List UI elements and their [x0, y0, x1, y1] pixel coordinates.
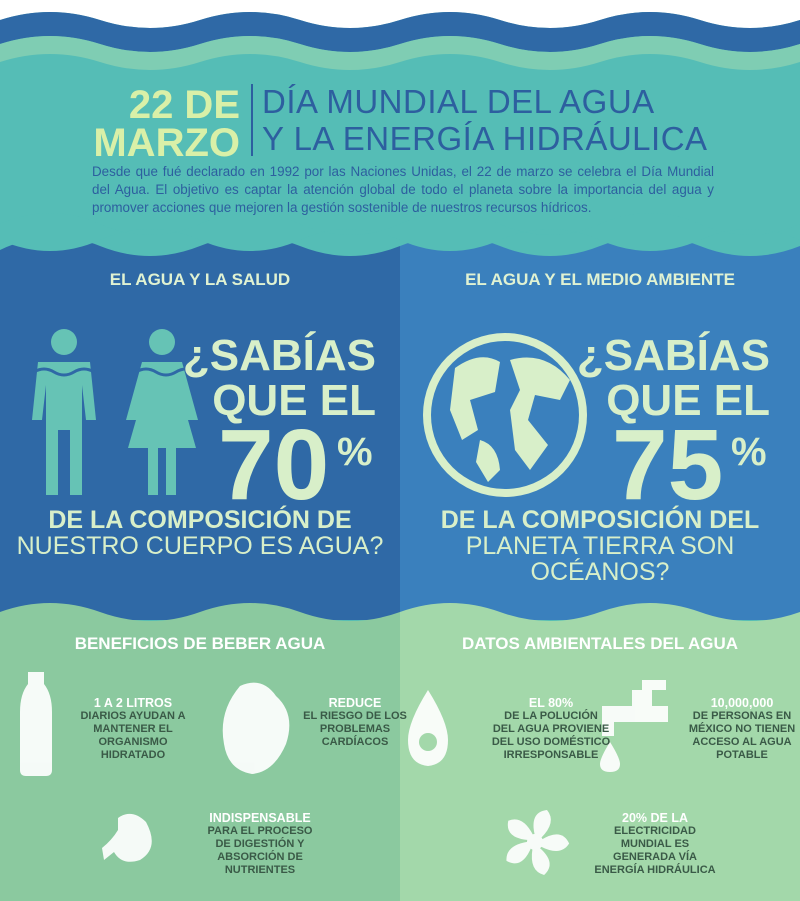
fact-highlight: 20% DE LA	[622, 811, 688, 825]
fact-line: MÉXICO NO TIENEN	[688, 723, 796, 735]
panel-tail: DE LA COMPOSICIÓN DEL PLANETA TIERRA SON…	[400, 507, 800, 585]
fact: EL 80% DE LA POLUCIÓN DEL AGUA PROVIENE DEL…	[476, 697, 626, 762]
fact-line: PARA EL PROCESO	[207, 825, 313, 837]
panel-heading: EL AGUA Y EL MEDIO AMBIENTE	[465, 270, 735, 289]
fact: INDISPENSABLE PARA EL PROCESO DE DIGESTIÓN…	[190, 812, 330, 877]
fact-line: MANTENER EL	[93, 723, 173, 735]
fact-line: EL RIESGO DE LOS	[303, 710, 407, 722]
description: Desde que fué declarado en 1992 por las …	[92, 164, 714, 215]
fact-line: ENERGÍA HIDRÁULICA	[594, 864, 716, 876]
section-heading: DATOS AMBIENTALES DEL AGUA	[461, 634, 739, 653]
fact-highlight: INDISPENSABLE	[209, 811, 311, 825]
fact-line: ELECTRICIDAD	[614, 825, 696, 837]
fact: 1 A 2 LITROS DIARIOS AYUDAN A MANTENER EL O…	[58, 697, 208, 762]
fact-highlight: 1 A 2 LITROS	[93, 696, 173, 710]
fact-line: ORGANISMO	[98, 736, 168, 748]
section-heading: BENEFICIOS DE BEBER AGUA	[74, 634, 326, 653]
fact-line: DE DIGESTIÓN Y	[215, 838, 305, 850]
fact-line: ACCESO AL AGUA	[692, 736, 792, 748]
tail-line: PLANETA TIERRA SON OCÉANOS?	[465, 532, 735, 586]
panel-tail: DE LA COMPOSICIÓN DE NUESTRO CUERPO ES A…	[0, 507, 400, 559]
question: QUE EL	[606, 376, 770, 425]
fact: REDUCE EL RIESGO DE LOS PROBLEMAS CARDÍACOS	[290, 697, 420, 749]
fact-highlight: EL 80%	[528, 696, 574, 710]
fact-line: POTABLE	[716, 749, 768, 761]
title-line: Y LA ENERGÍA HIDRÁULICA	[262, 120, 708, 157]
fact-line: DEL AGUA PROVIENE	[492, 723, 610, 735]
fact-line: HIDRATADO	[100, 749, 166, 761]
fact-line: DE PERSONAS EN	[692, 710, 792, 722]
fact-line: CARDÍACOS	[321, 736, 389, 748]
date-line: MARZO	[93, 121, 240, 165]
fact: 10,000,000 DE PERSONAS EN MÉXICO NO TIENEN…	[672, 697, 800, 762]
fact-line: GENERADA VÍA	[613, 851, 697, 863]
fact-line: DEL USO DOMÉSTICO	[491, 736, 611, 748]
big-number: 70	[218, 409, 330, 521]
question: QUE EL	[212, 376, 376, 425]
unit: %	[731, 430, 767, 474]
fact-line: PROBLEMAS	[319, 723, 391, 735]
big-number: 75	[612, 409, 724, 521]
fact-line: DIARIOS AYUDAN A	[80, 710, 186, 722]
question: ¿SABÍAS	[576, 331, 770, 380]
date-line: 22 DE	[128, 83, 240, 127]
tail-line: DE LA COMPOSICIÓN DEL	[440, 506, 760, 534]
tail-line: DE LA COMPOSICIÓN DE	[48, 506, 352, 534]
title-line: DÍA MUNDIAL DEL AGUA	[262, 83, 655, 120]
fact-line: MUNDIAL ES	[620, 838, 690, 850]
fact-line: ABSORCIÓN DE	[217, 851, 303, 863]
fact-highlight: REDUCE	[328, 696, 382, 710]
panel-heading: EL AGUA Y LA SALUD	[109, 270, 291, 289]
fact-line: IRRESPONSABLE	[503, 749, 599, 761]
fact-highlight: 10,000,000	[710, 696, 774, 710]
fact-line: NUTRIENTES	[224, 864, 296, 876]
tail-line: NUESTRO CUERPO ES AGUA?	[16, 532, 384, 560]
fact-line: DE LA POLUCIÓN	[504, 710, 598, 722]
question: ¿SABÍAS	[182, 331, 376, 380]
unit: %	[337, 430, 373, 474]
fact: 20% DE LA ELECTRICIDAD MUNDIAL ES GENERADA …	[580, 812, 730, 877]
